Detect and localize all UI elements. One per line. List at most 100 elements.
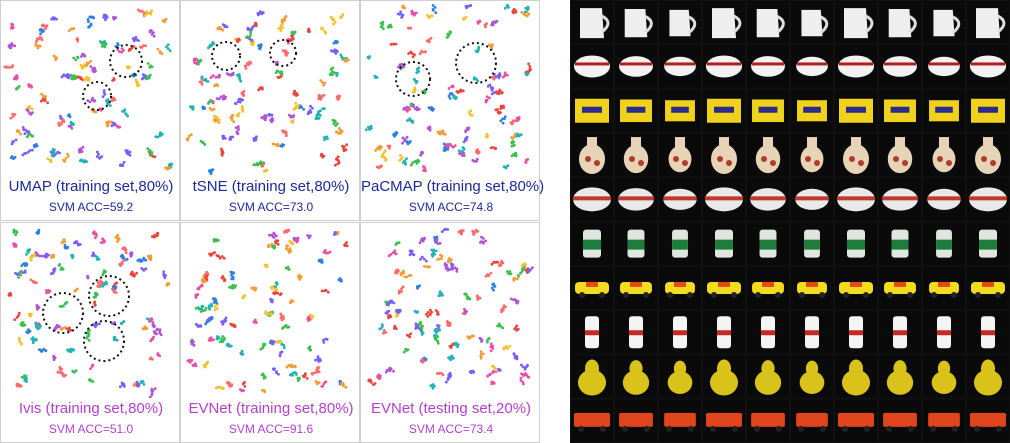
- scatter-point: [72, 56, 76, 60]
- scatter-point: [258, 162, 262, 166]
- scatter-point: [296, 377, 300, 380]
- scatter-point: [431, 109, 434, 112]
- scatter-point: [140, 9, 144, 13]
- scatter-point: [198, 307, 202, 311]
- scatter-point: [221, 335, 225, 338]
- scatter-point: [202, 78, 206, 82]
- scatter-point: [230, 274, 233, 277]
- scatter-point: [317, 97, 320, 100]
- scatter-point: [149, 356, 153, 360]
- scatter-point: [106, 98, 110, 101]
- scatter-point: [13, 318, 17, 321]
- scatter-point: [433, 252, 436, 256]
- scatter-point: [513, 134, 516, 138]
- scatter-point: [122, 256, 125, 259]
- scatter-point: [203, 279, 206, 283]
- scatter-point: [212, 42, 216, 46]
- scatter-point: [425, 312, 428, 316]
- scatter-point: [403, 275, 407, 279]
- scatter-point: [73, 74, 76, 78]
- highlight-circle: [83, 320, 125, 362]
- scatter-point: [397, 241, 401, 244]
- scatter-point: [235, 131, 239, 135]
- scatter-point: [335, 157, 338, 161]
- scatter-point: [120, 163, 124, 167]
- scatter-point: [222, 277, 225, 280]
- scatter-point: [367, 56, 371, 60]
- scatter-point: [307, 29, 311, 33]
- scatter-point: [18, 337, 21, 341]
- vase-thumbnail: [615, 133, 657, 177]
- scatter-point: [122, 320, 126, 324]
- scatter-point: [455, 270, 459, 273]
- scatter-point: [271, 235, 275, 239]
- scatter-point: [280, 18, 284, 22]
- scatter-point: [426, 311, 430, 314]
- scatter-point: [476, 297, 480, 301]
- scatter-point: [401, 141, 404, 145]
- highlight-circle: [269, 39, 297, 67]
- scatter-point: [229, 135, 233, 139]
- scatter-point: [93, 300, 97, 304]
- scatter-point: [107, 120, 110, 123]
- scatter-point: [124, 112, 128, 115]
- scatter-point: [75, 37, 79, 40]
- scatter-point: [323, 289, 326, 293]
- scatter-point: [207, 46, 210, 50]
- scatter-point: [333, 20, 337, 24]
- scatter-point: [495, 368, 498, 372]
- scatter-point: [465, 135, 469, 139]
- scatter-point: [11, 115, 15, 118]
- scatter-point: [333, 48, 337, 52]
- pear-thumbnail: [923, 355, 965, 398]
- scatter-point: [93, 232, 96, 236]
- scatter-point: [446, 268, 450, 272]
- scatter-point: [379, 327, 383, 330]
- scatter-point: [497, 92, 501, 96]
- scatter-point: [408, 253, 412, 257]
- svm-accuracy: SVM ACC=59.2: [48, 200, 134, 214]
- scatter-point: [422, 50, 426, 54]
- scatter-point: [383, 150, 386, 154]
- scatter-point: [331, 66, 335, 70]
- scatter-point: [103, 92, 107, 96]
- scatter-point: [23, 323, 27, 327]
- scatter-point: [324, 380, 328, 384]
- scatter-point: [342, 147, 345, 150]
- scatter-point: [491, 86, 495, 90]
- scatter-point: [264, 312, 267, 315]
- scatter-point: [13, 242, 17, 246]
- scatter-point: [412, 103, 415, 107]
- scatter-point: [394, 271, 397, 275]
- scatter-point: [288, 39, 292, 43]
- scatter-point: [49, 160, 53, 164]
- scatter-point: [229, 270, 233, 274]
- scatter-point: [413, 309, 417, 313]
- scatter-point: [415, 68, 419, 71]
- scatter-point: [519, 376, 523, 380]
- pear-thumbnail: [967, 355, 1009, 398]
- scatter-point: [64, 373, 67, 377]
- scatter-point: [342, 384, 345, 388]
- scatter-point: [420, 327, 424, 330]
- scatter-point: [81, 65, 85, 69]
- scatter-point: [457, 149, 461, 153]
- scatter-point: [38, 44, 42, 48]
- scatter-point: [238, 77, 242, 81]
- scatter-point: [453, 144, 457, 148]
- scatter-point: [150, 389, 154, 393]
- scatter-point: [118, 263, 122, 267]
- scatter-point: [246, 36, 250, 39]
- scatter-point: [95, 155, 99, 158]
- scatter-point: [427, 40, 431, 44]
- scatter-point: [58, 263, 61, 266]
- scatter-point: [98, 322, 101, 326]
- scatter-point: [421, 239, 425, 243]
- scatter-point: [442, 149, 446, 152]
- scatter-point: [239, 79, 243, 83]
- pear-thumbnail: [879, 355, 921, 398]
- scatter-point: [497, 76, 501, 80]
- scatter-point: [341, 13, 345, 16]
- scatter-point: [261, 164, 265, 168]
- scatter-point: [52, 152, 56, 156]
